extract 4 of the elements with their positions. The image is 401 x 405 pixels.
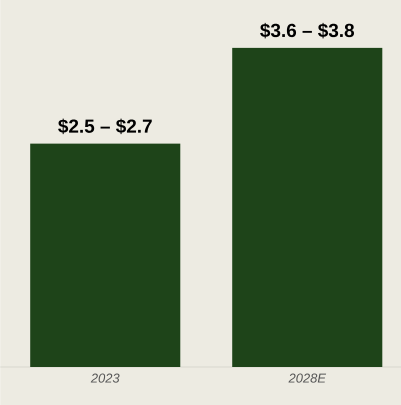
- x-tick-label: 2023: [90, 374, 120, 383]
- x-tick-label: 2028E: [288, 374, 326, 383]
- annotation: $3.6 – $3.8: [260, 22, 354, 38]
- annotation: $2.5 – $2.7: [58, 118, 152, 134]
